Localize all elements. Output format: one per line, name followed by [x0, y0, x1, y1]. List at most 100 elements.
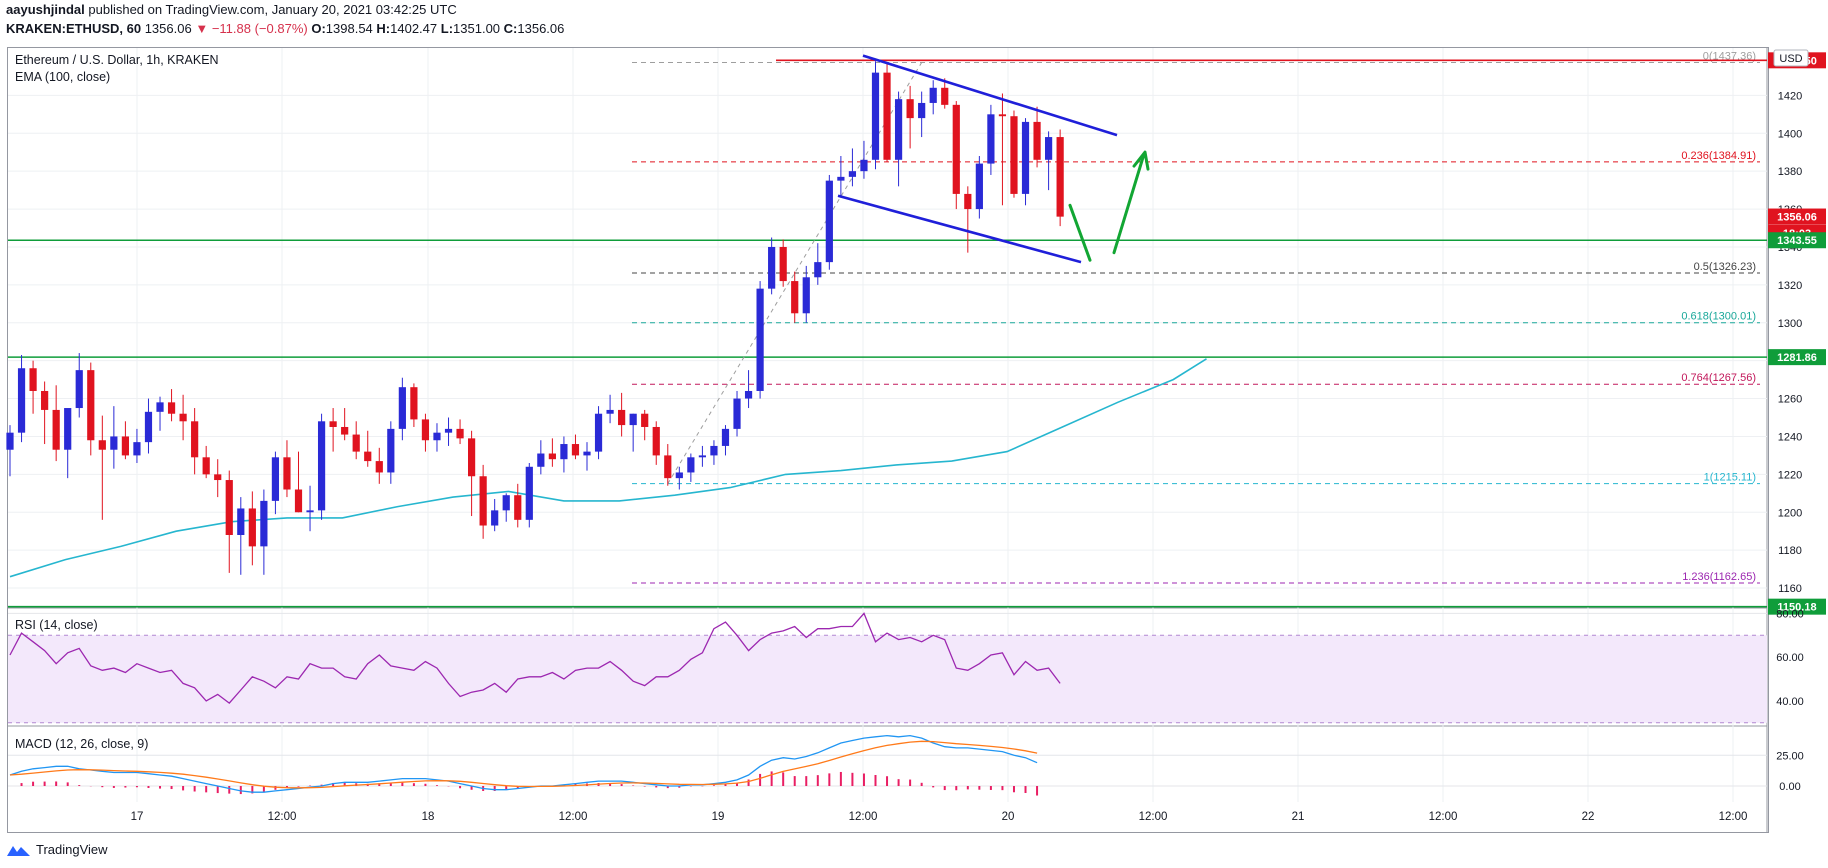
- candle[interactable]: [929, 80, 937, 115]
- candle[interactable]: [1010, 110, 1018, 198]
- candle[interactable]: [894, 91, 903, 187]
- candle[interactable]: [1021, 118, 1030, 206]
- candle[interactable]: [75, 353, 83, 418]
- candle[interactable]: [167, 389, 176, 422]
- candle[interactable]: [791, 271, 799, 323]
- candle[interactable]: [202, 445, 210, 479]
- candle[interactable]: [779, 239, 787, 287]
- candle[interactable]: [687, 453, 695, 482]
- candle[interactable]: [214, 459, 222, 498]
- candle[interactable]: [837, 156, 845, 198]
- candle[interactable]: [29, 360, 37, 414]
- price-axis[interactable]: 1160118012001220124012601280130013201340…: [1768, 52, 1826, 793]
- candle[interactable]: [918, 91, 926, 138]
- candle[interactable]: [594, 406, 603, 460]
- candle[interactable]: [514, 483, 522, 528]
- candle[interactable]: [156, 396, 164, 431]
- candle[interactable]: [41, 381, 49, 445]
- candle[interactable]: [698, 445, 706, 467]
- candle[interactable]: [641, 409, 649, 441]
- candle[interactable]: [975, 156, 983, 219]
- macd-pane[interactable]: [9, 734, 1039, 796]
- price-pane[interactable]: 0(1437.36) 0.236(1384.91) 0.5(1326.23) 0.61…: [6, 50, 1767, 608]
- candle[interactable]: [941, 78, 949, 109]
- candle[interactable]: [664, 444, 672, 486]
- candle[interactable]: [814, 243, 822, 285]
- candle[interactable]: [733, 390, 741, 437]
- candle[interactable]: [802, 265, 810, 323]
- candle[interactable]: [444, 417, 453, 446]
- candle[interactable]: [364, 430, 372, 467]
- candle[interactable]: [606, 394, 614, 424]
- candle[interactable]: [998, 93, 1007, 206]
- candle[interactable]: [652, 421, 660, 465]
- candle[interactable]: [191, 408, 199, 475]
- candle[interactable]: [768, 237, 776, 295]
- candle[interactable]: [271, 451, 280, 515]
- candle[interactable]: [179, 394, 187, 441]
- candle[interactable]: [1056, 129, 1064, 227]
- candle[interactable]: [52, 385, 60, 462]
- candle[interactable]: [329, 408, 337, 452]
- publisher-name[interactable]: aayushjindal: [6, 2, 85, 17]
- candle[interactable]: [479, 464, 487, 539]
- candle[interactable]: [883, 63, 891, 162]
- candle[interactable]: [710, 440, 718, 465]
- candle[interactable]: [906, 85, 914, 149]
- candle[interactable]: [825, 174, 833, 270]
- candle[interactable]: [144, 398, 153, 454]
- candle[interactable]: [87, 362, 95, 456]
- time-axis[interactable]: 17 12:00 18 12:00 19 12:00 20 12:00 21 12:00 22 12:…: [131, 811, 1748, 823]
- candle[interactable]: [352, 421, 360, 460]
- candle[interactable]: [629, 413, 637, 452]
- candle[interactable]: [225, 470, 233, 573]
- candle[interactable]: [421, 413, 430, 452]
- candle[interactable]: [548, 438, 556, 467]
- candle[interactable]: [537, 440, 545, 475]
- candle[interactable]: [456, 419, 464, 445]
- candle[interactable]: [237, 497, 245, 575]
- candle[interactable]: [525, 462, 533, 528]
- candle[interactable]: [133, 428, 141, 463]
- candle[interactable]: [952, 101, 960, 210]
- candle[interactable]: [848, 148, 857, 187]
- candle[interactable]: [317, 413, 326, 520]
- footer-brand[interactable]: TradingView: [6, 842, 108, 858]
- candle[interactable]: [398, 377, 406, 441]
- candle[interactable]: [387, 421, 395, 484]
- candle[interactable]: [110, 406, 118, 469]
- candle[interactable]: [433, 423, 441, 452]
- candle[interactable]: [1045, 131, 1053, 191]
- candle[interactable]: [375, 447, 383, 484]
- candle[interactable]: [675, 466, 683, 490]
- candle[interactable]: [64, 408, 72, 479]
- candle[interactable]: [1033, 106, 1041, 168]
- candle[interactable]: [248, 491, 256, 566]
- candle[interactable]: [721, 425, 730, 456]
- candle[interactable]: [341, 408, 349, 441]
- candle[interactable]: [410, 383, 418, 427]
- candle[interactable]: [260, 489, 268, 575]
- candle[interactable]: [860, 140, 868, 179]
- rsi-pane[interactable]: [8, 612, 1767, 724]
- candle[interactable]: [871, 61, 880, 170]
- candle[interactable]: [121, 421, 129, 460]
- candle[interactable]: [560, 436, 568, 473]
- candle[interactable]: [502, 493, 510, 522]
- candle[interactable]: [964, 186, 972, 253]
- candle[interactable]: [283, 440, 291, 498]
- candle[interactable]: [294, 451, 303, 513]
- candle[interactable]: [756, 281, 764, 399]
- candle[interactable]: [987, 104, 995, 175]
- candle[interactable]: [306, 485, 314, 532]
- candle[interactable]: [468, 430, 476, 517]
- candle[interactable]: [6, 425, 14, 477]
- candle[interactable]: [618, 392, 626, 437]
- candle[interactable]: [571, 434, 580, 460]
- candle[interactable]: [744, 370, 753, 409]
- candle[interactable]: [98, 415, 106, 520]
- currency-button[interactable]: USD: [1773, 49, 1809, 67]
- candle[interactable]: [583, 442, 591, 471]
- candle[interactable]: [17, 354, 26, 443]
